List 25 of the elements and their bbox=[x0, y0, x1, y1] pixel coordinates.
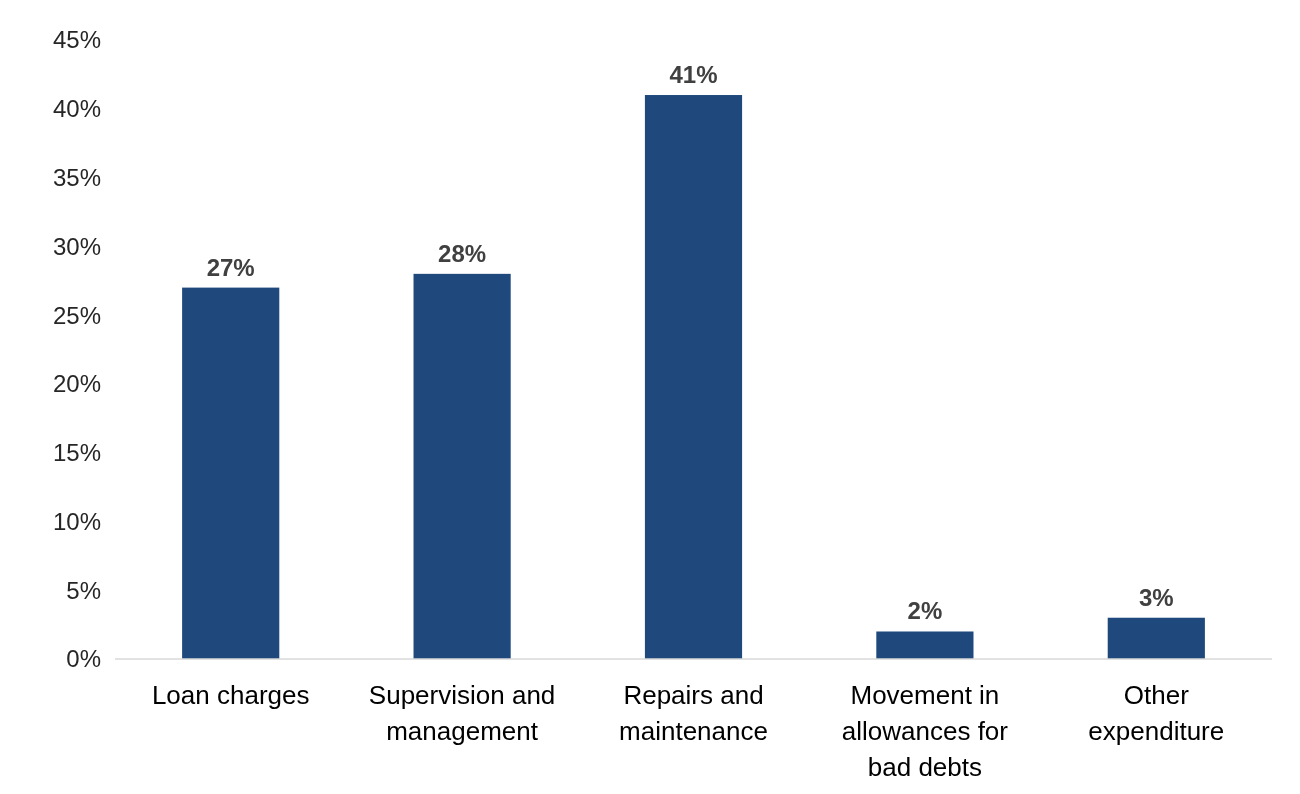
bar bbox=[876, 631, 974, 659]
y-tick-label: 45% bbox=[52, 26, 101, 54]
bar bbox=[644, 95, 743, 659]
y-tick-label: 0% bbox=[66, 645, 101, 673]
data-label: 27% bbox=[206, 253, 255, 281]
x-tick-label: Other expenditure bbox=[1088, 680, 1225, 746]
x-tick-label: Supervision and management bbox=[368, 680, 556, 746]
y-tick-label: 5% bbox=[66, 576, 101, 604]
bar bbox=[1107, 617, 1205, 659]
data-label: 28% bbox=[438, 239, 487, 267]
y-tick-label: 35% bbox=[52, 163, 101, 191]
y-tick-label: 20% bbox=[52, 370, 101, 398]
y-tick-label: 10% bbox=[52, 507, 101, 535]
x-tick-label: Loan charges bbox=[151, 680, 310, 710]
x-tick-label: Repairs and maintenance bbox=[619, 680, 768, 746]
data-label: 2% bbox=[907, 597, 943, 625]
y-tick-label: 30% bbox=[52, 232, 101, 260]
bar bbox=[182, 287, 280, 659]
data-label: 41% bbox=[669, 61, 718, 89]
data-label: 3% bbox=[1138, 583, 1174, 611]
y-tick-label: 40% bbox=[52, 95, 101, 123]
x-tick-label: Movement in allowances for bad debts bbox=[841, 680, 1009, 782]
y-tick-label: 25% bbox=[52, 301, 101, 329]
bar bbox=[413, 273, 511, 659]
y-tick-label: 15% bbox=[52, 439, 101, 467]
